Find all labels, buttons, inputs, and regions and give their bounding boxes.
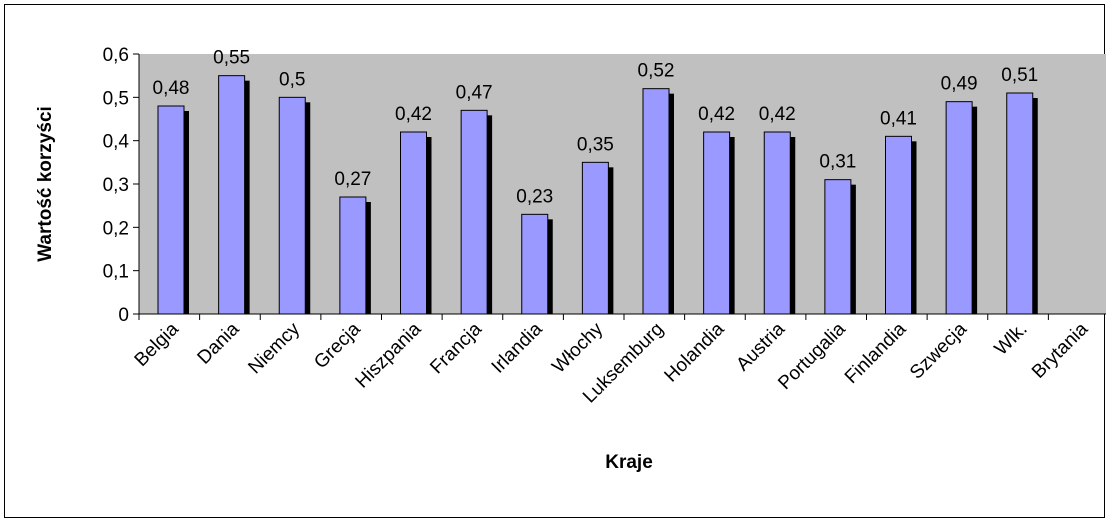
bar: [218, 75, 246, 315]
data-label: 0,23: [516, 186, 553, 207]
y-tick-label: 0,1: [103, 262, 129, 283]
bar: [157, 105, 185, 315]
x-tick-label: Belgia: [131, 318, 184, 371]
bar: [460, 109, 488, 315]
bar: [400, 131, 427, 315]
y-tick-label: 0: [118, 305, 129, 326]
data-label: 0,49: [941, 74, 978, 95]
x-tick-label: Dania: [194, 318, 244, 368]
data-label: 0,51: [1001, 65, 1038, 86]
data-label: 0,42: [698, 104, 735, 125]
data-label: 0,48: [153, 78, 190, 99]
data-label: 0,31: [819, 152, 856, 173]
x-tick-label: Niemcy: [244, 318, 304, 378]
x-tick-label: Hiszpania: [351, 318, 425, 392]
bar: [763, 131, 791, 315]
data-labels: 0,48 0,55 0,5 0,27 0,42 0,47 0,23 0,35 0,52 0,42 0…: [153, 48, 1039, 208]
bar: [642, 88, 670, 315]
bar: [703, 131, 731, 315]
x-axis-title: Kraje: [605, 452, 653, 473]
y-tick-label: 0,2: [103, 218, 129, 239]
bar: [945, 101, 973, 315]
y-tick-label: 0,4: [103, 132, 130, 153]
bar: [885, 135, 912, 315]
y-tick-label: 0,5: [103, 88, 129, 109]
x-tick-label: Włochy: [548, 318, 607, 377]
bar: [521, 213, 549, 315]
x-tick-label: Francja: [426, 318, 486, 378]
y-tick-label: 0,3: [103, 175, 129, 196]
data-label: 0,52: [638, 61, 675, 82]
x-tick-label: Portugalia: [774, 318, 850, 394]
data-label: 0,42: [395, 104, 432, 125]
x-tick-label: Irlandia: [488, 318, 547, 377]
data-label: 0,35: [577, 134, 614, 155]
bar: [278, 96, 306, 315]
data-label: 0,42: [759, 104, 796, 125]
x-tick-label: Holandia: [661, 318, 729, 386]
x-tick-label: Szwecja: [906, 318, 971, 383]
data-label: 0,47: [456, 82, 493, 103]
bar: [581, 161, 609, 315]
x-tick-label: Grecja: [310, 318, 365, 373]
y-axis: 0 0,1 0,2 0,3 0,4 0,5 0,6: [103, 45, 140, 326]
y-tick-label: 0,6: [103, 45, 129, 66]
bar-series: [157, 75, 1038, 315]
bar: [1006, 92, 1034, 315]
chart-frame: 0 0,1 0,2 0,3 0,4 0,5 0,6 Belgia Dania Niemcy Gre…: [4, 4, 1106, 518]
bar: [824, 179, 852, 315]
data-label: 0,5: [279, 69, 305, 90]
bar-chart: 0 0,1 0,2 0,3 0,4 0,5 0,6 Belgia Dania Niemcy Gre…: [35, 45, 1106, 473]
data-label: 0,41: [880, 108, 917, 129]
data-label: 0,27: [334, 169, 371, 190]
x-tick-label: Wlk.: [991, 319, 1032, 360]
y-axis-title: Wartość korzyści: [35, 106, 56, 262]
x-tick-label: Austria: [732, 318, 789, 375]
x-tick-label: Brytania: [1028, 318, 1092, 382]
bar: [339, 196, 367, 315]
data-label: 0,55: [213, 48, 250, 69]
x-tick-label: Finlandia: [841, 318, 911, 388]
